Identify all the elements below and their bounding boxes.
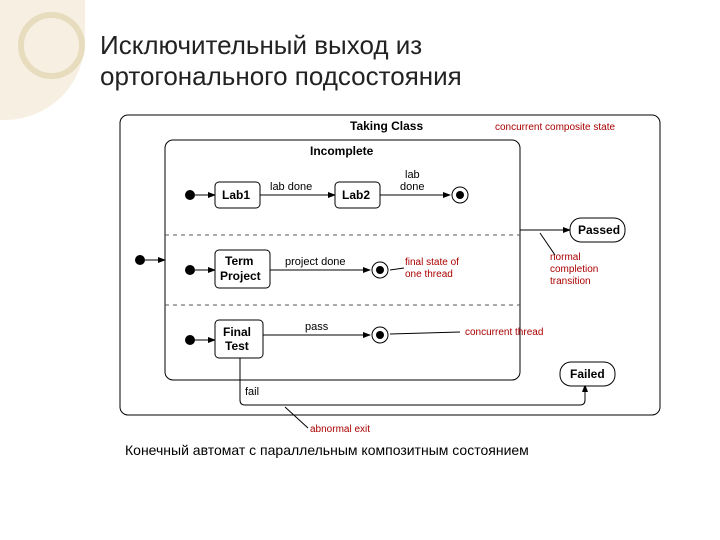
- slide-decoration-ring: [18, 12, 85, 79]
- final-r3-inner: [376, 331, 384, 339]
- annot-r3: concurrent thread: [465, 327, 543, 338]
- initial-r3: [185, 335, 195, 345]
- label-final: Final: [223, 325, 251, 339]
- arrow-fail: [240, 358, 585, 405]
- annot-r3-pointer: [390, 332, 460, 334]
- label-r1-trans2a: lab: [405, 169, 420, 181]
- annot-normal-pointer: [540, 233, 555, 255]
- title-line1: Исключительный выход из: [100, 30, 462, 61]
- outer-state-title: Taking Class: [350, 119, 423, 133]
- slide-title: Исключительный выход из ортогонального п…: [100, 30, 462, 92]
- title-line2: ортогонального подсостояния: [100, 61, 462, 92]
- label-r2-trans1: project done: [285, 256, 346, 268]
- annot-r2-line2: one thread: [405, 269, 453, 280]
- final-r2-inner: [376, 266, 384, 274]
- label-r1-trans1: lab done: [270, 181, 312, 193]
- label-project: Project: [220, 269, 261, 283]
- annot-r2-pointer: [390, 268, 404, 270]
- label-r1-trans2b: done: [400, 181, 424, 193]
- label-lab2: Lab2: [342, 188, 370, 202]
- label-fail: fail: [245, 386, 259, 398]
- label-term: Term: [225, 254, 253, 268]
- label-r3-pass: pass: [305, 321, 329, 333]
- annot-r2-line1: final state of: [405, 257, 459, 268]
- annot-top: concurrent composite state: [495, 122, 615, 133]
- annot-abnormal-pointer: [285, 407, 308, 428]
- label-passed: Passed: [578, 223, 620, 237]
- final-r1-inner: [456, 191, 464, 199]
- diagram-caption: Конечный автомат с параллельным композит…: [125, 442, 529, 458]
- initial-r2: [185, 265, 195, 275]
- label-test: Test: [225, 339, 249, 353]
- label-lab1: Lab1: [222, 188, 250, 202]
- annot-normal3: transition: [550, 276, 591, 287]
- label-failed: Failed: [570, 367, 605, 381]
- initial-r1: [185, 190, 195, 200]
- annot-normal2: completion: [550, 264, 598, 275]
- label-abnormal-exit: abnormal exit: [310, 424, 370, 435]
- diagram: Taking Class concurrent composite state …: [110, 110, 670, 490]
- initial-external: [135, 255, 145, 265]
- inner-state-title: Incomplete: [310, 144, 374, 158]
